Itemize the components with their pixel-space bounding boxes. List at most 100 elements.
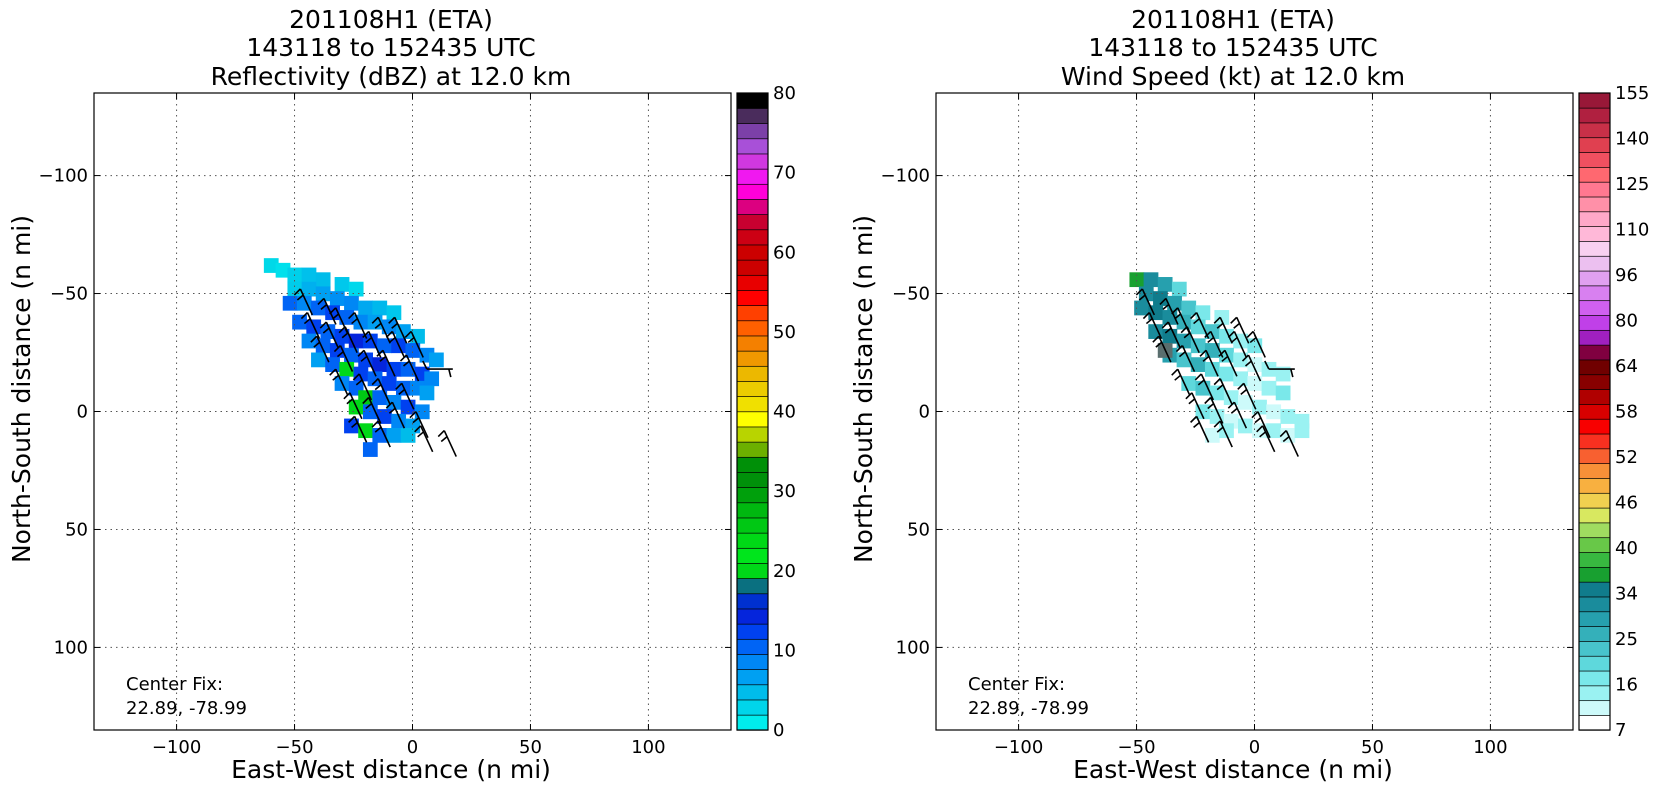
colorbar-segment: [736, 593, 769, 610]
y-tick-label: 50: [65, 519, 88, 540]
colorbar-segment: [736, 411, 769, 428]
field-cell: [386, 394, 402, 410]
wind-barb-flag: [348, 415, 356, 423]
wind-barb-shaft: [1219, 420, 1233, 448]
colorbar-segment: [1578, 507, 1611, 524]
wind-barb-flag: [448, 368, 452, 378]
wind-barb-flag: [362, 330, 370, 339]
wind-barb: [1159, 297, 1179, 325]
wind-barb-flag: [317, 297, 325, 305]
field-cell: [1181, 300, 1197, 316]
wind-barb-shaft: [1148, 312, 1163, 339]
wind-barb-flag: [1256, 425, 1264, 433]
wind-barb: [385, 330, 406, 358]
colorbar-segment: [736, 168, 769, 185]
field-cell: [362, 442, 378, 457]
colorbar-segment: [1578, 522, 1611, 539]
field-cell: [334, 328, 350, 344]
wind-barb-shaft: [1186, 326, 1200, 354]
colorbar-segment: [1578, 300, 1611, 316]
wind-barb-flag: [1135, 288, 1143, 296]
colorbar-segment: [736, 532, 769, 549]
wind-barb: [388, 316, 408, 344]
field-cell: [315, 286, 331, 302]
wind-barb-flag: [1207, 336, 1215, 344]
wind-barb-flag: [1178, 350, 1186, 358]
field-cell: [344, 295, 359, 311]
wind-barb-flag: [374, 322, 382, 329]
colorbar-segment: [1578, 388, 1611, 405]
field-cell: [311, 352, 326, 368]
colorbar-tick-label: 34: [1615, 584, 1638, 605]
y-tick-label: −100: [881, 166, 930, 187]
wind-barb-flag: [1213, 420, 1221, 428]
colorbar-tick-label: 50: [773, 322, 796, 343]
wind-barb: [1213, 316, 1233, 344]
field-cell: [263, 258, 279, 273]
wind-barb-flag: [1227, 401, 1235, 409]
wind-barb-shaft: [1167, 321, 1182, 349]
wind-barb-shaft: [419, 425, 434, 453]
wind-barb-flag: [365, 402, 373, 410]
wind-barb-shaft: [1285, 430, 1299, 457]
field-cell: [386, 305, 402, 321]
colorbar-segment: [736, 577, 769, 595]
wind-barb: [1227, 401, 1248, 429]
x-tick-label: −50: [276, 737, 314, 758]
wind-barb-flag: [322, 327, 330, 334]
wind-barb: [376, 349, 396, 377]
colorbar-tick-label: 110: [1615, 220, 1649, 241]
colorbar-segment: [736, 562, 769, 579]
wind-barb-flag: [341, 332, 349, 339]
colorbar-segment: [1578, 640, 1611, 657]
wind-barb: [1190, 415, 1210, 443]
wind-barb-flag: [1213, 378, 1221, 386]
wind-barb-flag: [360, 355, 368, 362]
colorbar-frame: [1578, 92, 1611, 731]
wind-barb-flag: [1174, 374, 1182, 381]
wind-barb-flag: [1246, 330, 1254, 339]
wind-barb-flag: [1204, 396, 1212, 405]
wind-barb-flag: [1164, 327, 1172, 334]
wind-barb-shaft: [334, 368, 349, 396]
y-tick-label: −100: [39, 166, 88, 187]
wind-barb-flag: [1230, 407, 1238, 414]
colorbar-segment: [1578, 700, 1611, 716]
field-cell: [1167, 295, 1182, 311]
wind-barb-flag: [1188, 398, 1196, 405]
field-cell: [419, 385, 435, 401]
field-cell: [1275, 385, 1291, 401]
wind-barb-flag: [303, 317, 311, 325]
wind-barb-shaft: [368, 331, 382, 358]
wind-barb-shaft: [393, 316, 408, 344]
wind-barb-shaft: [1233, 401, 1248, 429]
colorbar-segment: [736, 350, 769, 367]
wind-barb-flag: [371, 420, 379, 428]
field-cell: [377, 338, 392, 354]
wind-barb-flag: [1207, 402, 1215, 410]
title-line-1: 201108H1 (ETA): [289, 5, 493, 34]
colorbar-tick-label: 80: [1615, 311, 1638, 332]
wind-barb: [338, 326, 358, 354]
field-cell: [1204, 428, 1220, 443]
field-cell: [311, 300, 326, 316]
y-axis-label: North-South distance (n mi): [849, 215, 878, 563]
colorbar-tick-label: 30: [773, 481, 796, 502]
wind-barb: [1227, 330, 1248, 358]
wind-barb-shaft: [1205, 349, 1219, 377]
colorbar-segment: [736, 456, 769, 473]
field-cell: [282, 295, 298, 311]
colorbar-segment: [736, 623, 769, 640]
wind-barb: [371, 316, 391, 344]
colorbar-segment: [736, 183, 769, 200]
field-cell: [344, 418, 359, 434]
wind-barb: [395, 382, 415, 410]
x-tick-label: −100: [152, 737, 201, 758]
colorbar-segment: [736, 668, 769, 686]
colorbar-segment: [1578, 492, 1611, 509]
field-cell: [1190, 357, 1206, 372]
y-tick-label: −50: [892, 284, 930, 305]
wind-barb-flag: [1152, 335, 1160, 343]
field-cell: [1157, 277, 1173, 292]
reflectivity-panel: 201108H1 (ETA) 143118 to 152435 UTC Refl…: [7, 5, 796, 784]
